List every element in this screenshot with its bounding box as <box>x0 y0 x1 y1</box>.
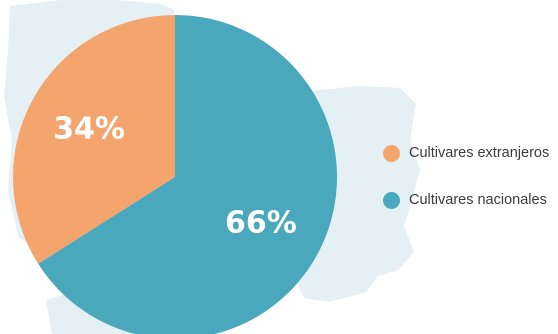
legend-swatch-extranjeros <box>383 144 400 162</box>
pie-slice-nacionales <box>38 15 337 334</box>
legend-item-nacionales: Cultivares nacionales <box>383 187 558 213</box>
slice-label-extranjeros: 34% <box>53 111 125 146</box>
slice-labels: 34% 66% <box>53 111 297 240</box>
legend-label-extranjeros: Cultivares extranjeros <box>409 145 550 161</box>
legend-label-nacionales: Cultivares nacionales <box>409 192 547 208</box>
legend-swatch-nacionales <box>383 191 400 209</box>
legend: Cultivares extranjeros Cultivares nacion… <box>383 140 558 234</box>
pie-slices <box>12 15 337 334</box>
slice-label-nacionales: 66% <box>225 206 297 241</box>
pie-slice-extranjeros <box>12 15 175 264</box>
legend-item-extranjeros: Cultivares extranjeros <box>383 140 558 166</box>
